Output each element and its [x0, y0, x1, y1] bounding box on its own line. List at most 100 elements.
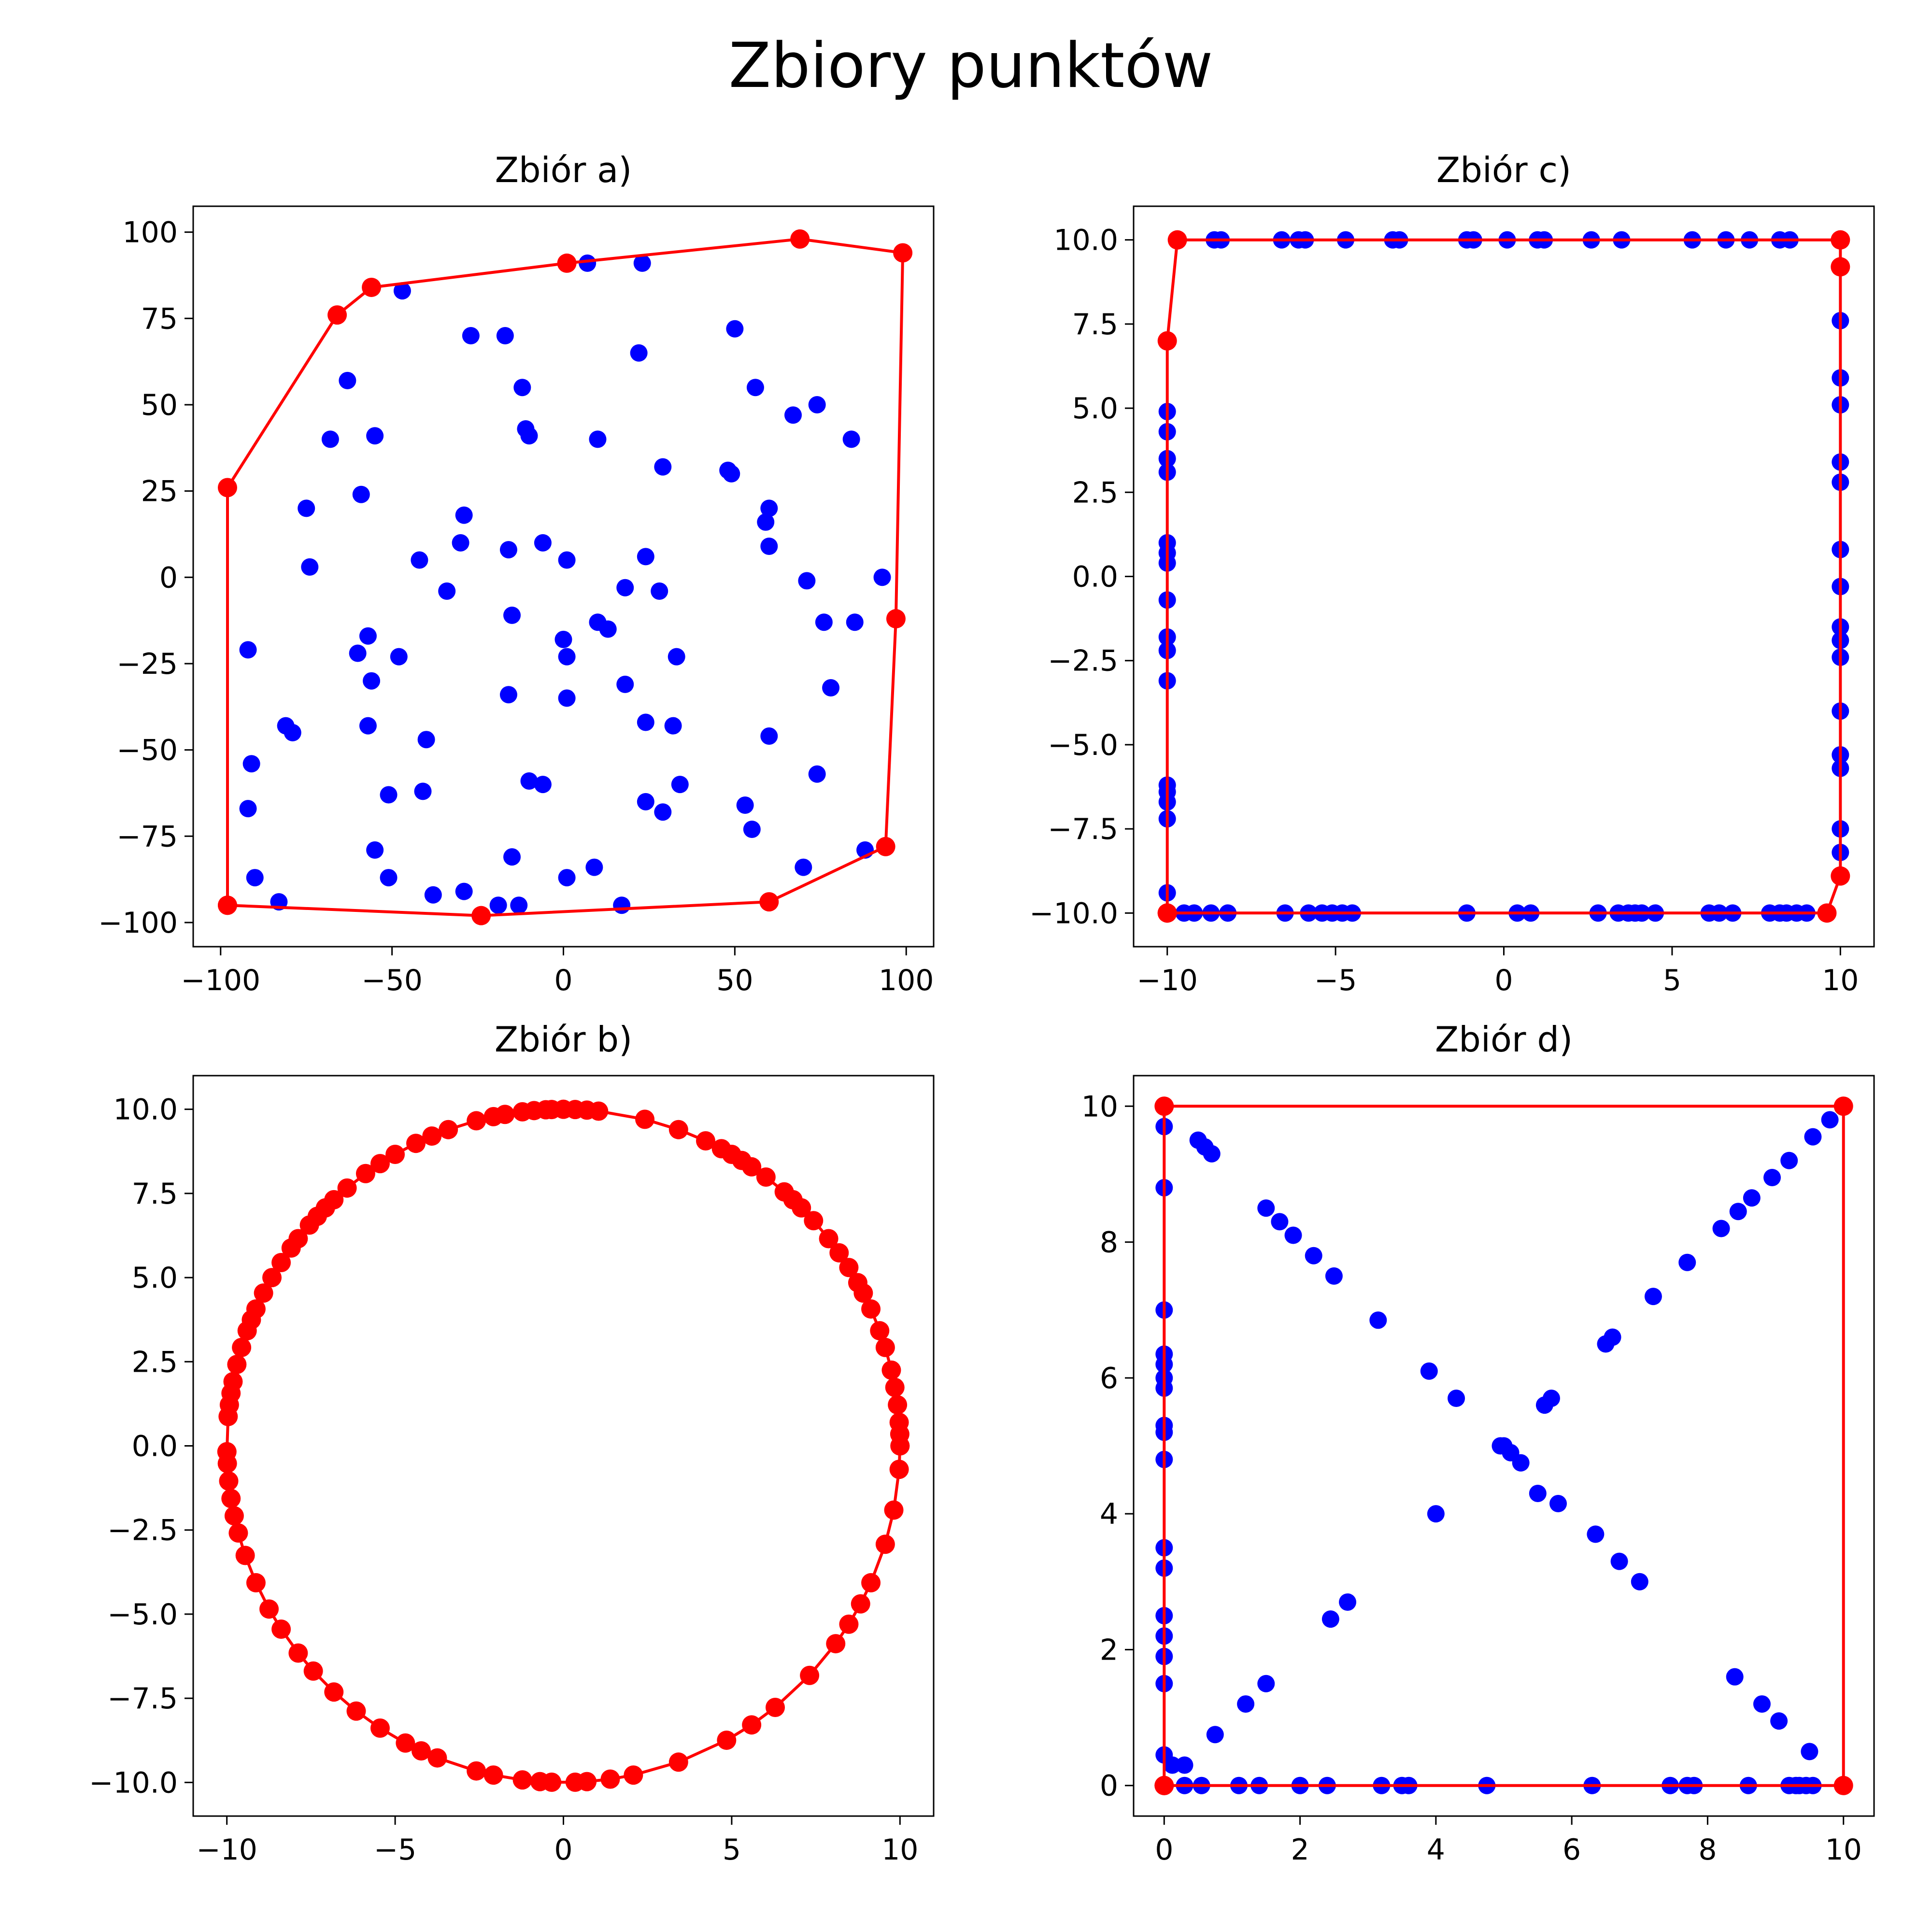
- hull-point: [829, 1243, 849, 1263]
- scatter-point: [637, 548, 654, 566]
- scatter-point: [380, 786, 398, 804]
- scatter-point: [520, 772, 538, 790]
- hull-point: [467, 1761, 486, 1781]
- hull-point: [483, 1107, 503, 1126]
- scatter-point: [616, 579, 634, 597]
- hull-point: [668, 1120, 688, 1139]
- hull-point: [355, 1164, 375, 1183]
- scatter-point: [1678, 1253, 1696, 1271]
- hull-point: [228, 1523, 248, 1543]
- hull-point: [711, 1139, 731, 1159]
- scatter-point: [513, 379, 531, 397]
- scatter-point: [452, 534, 469, 552]
- hull-point: [875, 1337, 895, 1357]
- hull-point: [889, 1412, 909, 1432]
- scatter-point: [1753, 1695, 1771, 1713]
- y-tick-label: −75: [116, 820, 178, 853]
- hull-point: [1831, 866, 1850, 886]
- hull-point: [299, 1215, 319, 1235]
- hull-point: [635, 1109, 655, 1129]
- scatter-point: [1542, 1390, 1560, 1407]
- scatter-point: [1237, 1695, 1255, 1713]
- scatter-point: [585, 858, 603, 876]
- hull-point: [774, 1182, 794, 1202]
- scatter-point: [301, 558, 319, 576]
- scatter-point: [424, 886, 442, 904]
- scatter-point: [1257, 1675, 1275, 1692]
- hull-point: [471, 906, 491, 925]
- scatter-point: [349, 644, 367, 662]
- hull-point: [385, 1145, 405, 1165]
- scatter-point: [390, 648, 408, 666]
- y-tick-label: 50: [141, 388, 178, 422]
- x-tick-label: 10: [881, 1833, 918, 1867]
- scatter-point: [668, 648, 685, 666]
- scatter-point: [1369, 1311, 1387, 1329]
- axes-title: Zbiór c): [1436, 150, 1571, 190]
- scatter-point: [637, 713, 654, 731]
- scatter-point: [651, 582, 668, 600]
- scatter-point: [1821, 1111, 1839, 1129]
- scatter-point: [393, 282, 411, 300]
- y-tick-label: 0: [159, 561, 178, 595]
- plot-area: [1154, 1096, 1853, 1795]
- hull-point: [217, 478, 237, 497]
- hull-point: [422, 1126, 442, 1146]
- scatter-point: [1743, 1189, 1761, 1207]
- scatter-point: [589, 430, 607, 448]
- hull-point: [624, 1765, 643, 1785]
- scatter-point: [366, 427, 384, 445]
- y-tick-label: 10.0: [1053, 224, 1118, 257]
- hull-point: [218, 1406, 238, 1426]
- plot-area: [1157, 230, 1850, 923]
- scatter-point: [462, 327, 480, 345]
- scatter-point: [815, 613, 833, 631]
- scatter-point: [520, 427, 538, 445]
- hull-point: [848, 1273, 867, 1293]
- hull-point: [227, 1354, 247, 1374]
- x-tick-label: 4: [1427, 1833, 1445, 1867]
- x-tick-label: 6: [1563, 1833, 1581, 1867]
- scatter-point: [726, 320, 744, 338]
- hull-point: [483, 1765, 503, 1785]
- scatter-point: [1644, 1288, 1662, 1306]
- y-tick-label: 2.5: [1072, 476, 1118, 510]
- scatter-point: [1325, 1267, 1343, 1285]
- scatter-point: [795, 858, 812, 876]
- x-tick-label: 100: [879, 964, 934, 997]
- hull-point: [467, 1111, 486, 1131]
- scatter-point: [654, 803, 672, 821]
- scatter-point: [1339, 1593, 1357, 1611]
- hull-point: [800, 1665, 820, 1685]
- scatter-point: [746, 379, 764, 397]
- subplot-grid: Zbiór a)−100 −50 0 50 100−100−75−50−25025507…: [89, 150, 1875, 1867]
- scatter-point: [239, 641, 257, 659]
- scatter-point: [846, 613, 864, 631]
- scatter-point: [1427, 1505, 1445, 1523]
- scatter-point: [1610, 1552, 1628, 1570]
- hull-point: [1154, 1096, 1174, 1116]
- scatter-point: [1587, 1525, 1605, 1543]
- scatter-point: [1780, 1151, 1798, 1169]
- scatter-point: [455, 506, 473, 524]
- y-tick-label: 6: [1100, 1362, 1118, 1395]
- scatter-point: [822, 679, 840, 696]
- hull-line: [226, 237, 905, 917]
- y-tick-label: 7.5: [1072, 308, 1118, 341]
- hull-point: [861, 1299, 881, 1319]
- hull-point: [876, 837, 895, 856]
- hull-point: [1831, 230, 1850, 250]
- hull-point: [1167, 230, 1187, 250]
- hull-point: [759, 892, 779, 912]
- x-tick-label: −100: [181, 964, 260, 997]
- scatter-point: [352, 485, 370, 503]
- hull-point: [1157, 903, 1177, 923]
- scatter-point: [1801, 1743, 1818, 1761]
- scatter-point: [339, 371, 356, 389]
- hull-point: [819, 1229, 838, 1249]
- y-tick-label: 0.0: [1072, 560, 1118, 594]
- hull-point: [324, 1682, 344, 1702]
- hull-point: [890, 1436, 910, 1456]
